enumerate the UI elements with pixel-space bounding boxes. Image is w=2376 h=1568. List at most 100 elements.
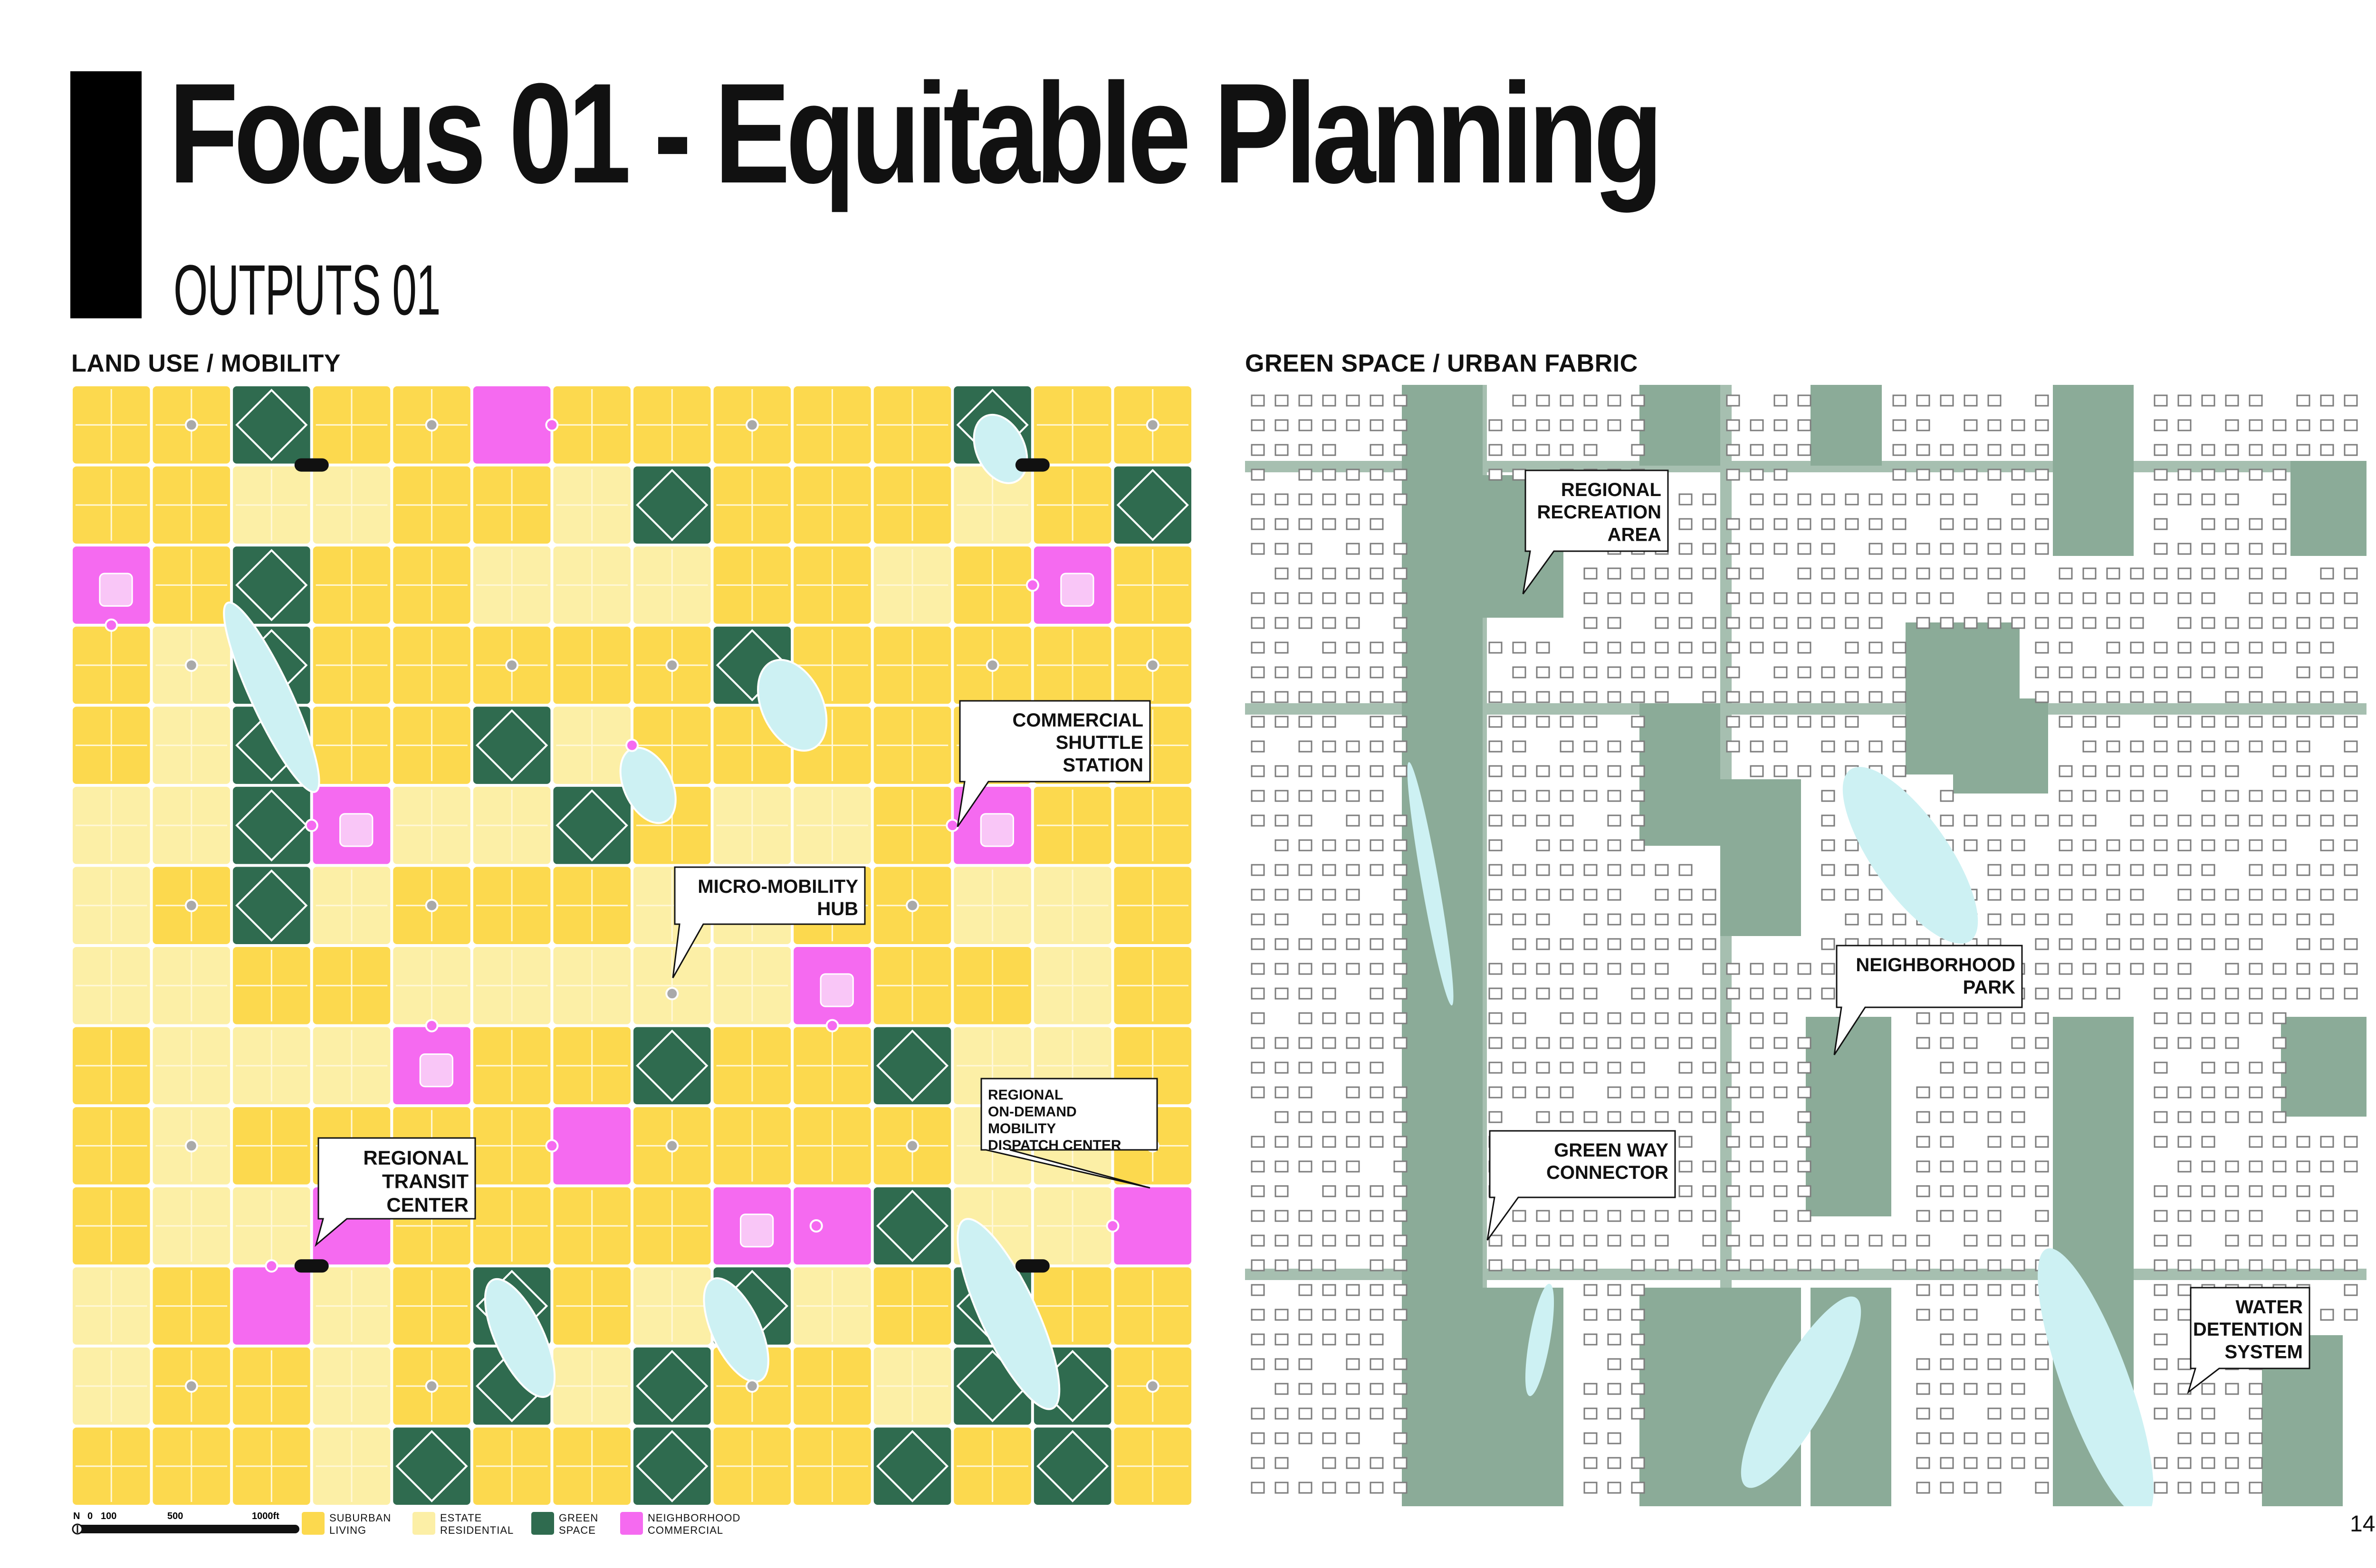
page-title: Focus 01 - Equitable Planning (169, 53, 1663, 213)
building-footprint (1940, 1037, 1954, 1049)
building-footprint (1702, 1185, 1716, 1197)
commercial-node-icon (809, 1219, 823, 1233)
building-footprint (1607, 617, 1621, 629)
building-footprint (1346, 1111, 1360, 1123)
building-footprint (2344, 716, 2358, 728)
shuttle-station-icon (1015, 458, 1050, 472)
building-footprint (2344, 839, 2358, 851)
building-footprint (1631, 1259, 1645, 1272)
building-footprint (2154, 518, 2168, 530)
building-footprint (2249, 543, 2263, 555)
building-footprint (2225, 1234, 2239, 1247)
building-footprint (1631, 567, 1645, 580)
building-footprint (1298, 691, 1313, 703)
building-footprint (1393, 1086, 1408, 1099)
building-footprint (2154, 1012, 2168, 1024)
building-footprint (1274, 567, 1289, 580)
building-footprint (1346, 1061, 1360, 1074)
building-footprint (1940, 1358, 1954, 1370)
building-footprint (2082, 790, 2097, 802)
building-footprint (1631, 592, 1645, 604)
building-footprint (1845, 1259, 1859, 1272)
building-footprint (1488, 716, 1503, 728)
building-footprint (1964, 1383, 1978, 1395)
building-footprint (1346, 394, 1360, 407)
building-footprint (2154, 864, 2168, 876)
green-space-block (1720, 779, 1801, 936)
building-footprint (2249, 987, 2263, 1000)
building-footprint (2177, 419, 2192, 431)
building-footprint (2154, 691, 2168, 703)
building-footprint (1536, 765, 1550, 777)
building-footprint (1370, 1309, 1384, 1321)
building-footprint (2177, 1111, 2192, 1123)
green-space-block (1811, 385, 1882, 466)
building-footprint (1797, 1185, 1811, 1197)
building-footprint (2177, 1185, 2192, 1197)
building-footprint (1322, 691, 1336, 703)
legend-label-green: GREEN SPACE (559, 1512, 599, 1536)
park-pond (973, 413, 1028, 484)
building-footprint (2035, 913, 2049, 926)
building-footprint (1916, 1284, 1930, 1296)
building-footprint (1987, 592, 2002, 604)
mobility-stop-icon (1146, 418, 1159, 432)
building-footprint (1274, 394, 1289, 407)
park-path (1036, 1430, 1109, 1502)
building-footprint (2154, 666, 2168, 679)
building-footprint (2106, 765, 2120, 777)
building-footprint (2035, 444, 2049, 456)
building-footprint (2296, 592, 2310, 604)
building-footprint (2035, 1136, 2049, 1148)
building-footprint (2272, 740, 2287, 753)
water-features (1407, 762, 2154, 1506)
building-footprint (2201, 839, 2215, 851)
building-footprint (2320, 1160, 2334, 1173)
building-footprint (2154, 1185, 2168, 1197)
building-footprint (1892, 444, 1907, 456)
building-footprint (2011, 1185, 2025, 1197)
building-footprint (1560, 1259, 1574, 1272)
building-footprint (1678, 1012, 1693, 1024)
building-footprint (1536, 419, 1550, 431)
building-footprint (2249, 1210, 2263, 1222)
building-footprint (2272, 592, 2287, 604)
building-footprint (1583, 938, 1598, 950)
building-footprint (2201, 716, 2215, 728)
building-footprint (2344, 814, 2358, 827)
building-footprint (2011, 518, 2025, 530)
building-footprint (1322, 1309, 1336, 1321)
building-footprint (2320, 567, 2334, 580)
building-footprint (2272, 468, 2287, 481)
building-footprint (1322, 1185, 1336, 1197)
svg-text:PARK: PARK (1963, 977, 2015, 998)
building-footprint (1987, 1012, 2002, 1024)
building-footprint (1655, 1086, 1669, 1099)
building-footprint (1892, 394, 1907, 407)
building-footprint (2320, 864, 2334, 876)
building-footprint (1678, 1086, 1693, 1099)
building-footprint (1845, 740, 1859, 753)
building-footprint (1940, 444, 1954, 456)
building-footprint (1702, 493, 1716, 506)
building-footprint (1916, 1407, 1930, 1420)
building-footprint (1251, 814, 1265, 827)
green-space-block (1639, 385, 1720, 466)
building-footprint (1251, 1432, 1265, 1444)
building-footprint (1488, 1086, 1503, 1099)
svg-text:GREEN WAY: GREEN WAY (1554, 1140, 1668, 1161)
building-footprint (1845, 889, 1859, 901)
building-footprint (1393, 691, 1408, 703)
building-footprint (1607, 814, 1621, 827)
building-footprint (2296, 1210, 2310, 1222)
svg-text:HUB: HUB (817, 899, 858, 919)
building-footprint (1773, 1061, 1788, 1074)
building-footprint (1750, 987, 1764, 1000)
building-footprint (1346, 567, 1360, 580)
building-footprint (1346, 1432, 1360, 1444)
building-footprint (1987, 1136, 2002, 1148)
building-footprint (1322, 1037, 1336, 1049)
building-footprint (1346, 1210, 1360, 1222)
building-footprint (1987, 1086, 2002, 1099)
building-footprint (1773, 691, 1788, 703)
